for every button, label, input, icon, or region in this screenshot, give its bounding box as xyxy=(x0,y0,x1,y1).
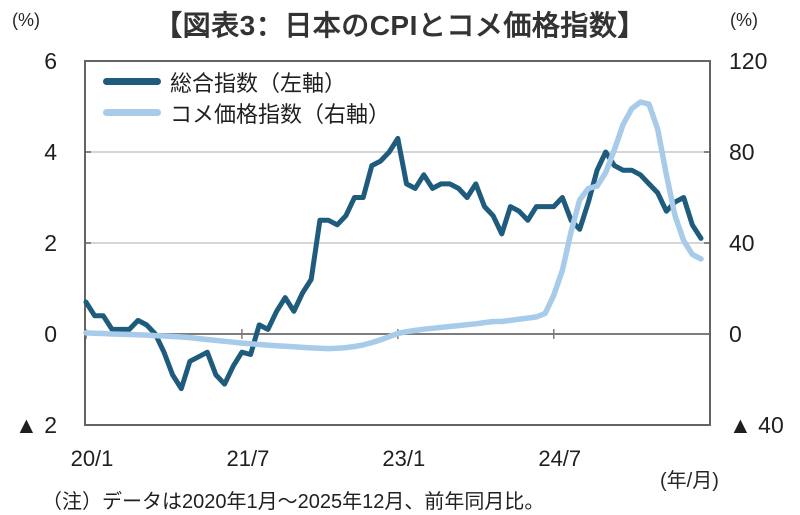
legend-label-cpi: 総合指数（左軸） xyxy=(170,70,347,96)
rice-line-swatch xyxy=(103,109,161,116)
right-axis-tick-labels: 120 80 40 0 ▲ 40 xyxy=(729,48,784,438)
plot-border xyxy=(84,60,711,426)
left-axis-tick-label: 6 xyxy=(44,48,57,74)
left-axis-unit-label: (%) xyxy=(12,10,40,30)
rice-price-line xyxy=(83,99,704,352)
right-axis-tick-label: 0 xyxy=(729,321,742,347)
axis-tick-marks xyxy=(85,151,710,339)
legend-label-rice: コメ価格指数（右軸） xyxy=(170,101,391,127)
x-axis-unit-label: (年/月) xyxy=(660,470,719,492)
legend-item-rice: コメ価格指数（右軸） xyxy=(103,97,390,128)
chart-title: 【図表3：日本のCPIとコメ価格指数】 xyxy=(154,10,646,41)
x-axis-tick-label: 20/1 xyxy=(71,446,114,471)
x-axis-tick-label: 24/7 xyxy=(538,446,581,471)
right-axis-tick-label: 40 xyxy=(729,230,755,256)
legend-item-cpi: 総合指数（左軸） xyxy=(103,66,390,97)
legend: 総合指数（左軸） コメ価格指数（右軸） xyxy=(103,66,390,128)
x-axis-tick-label: 23/1 xyxy=(382,446,425,471)
x-axis-tick-label: 21/7 xyxy=(227,446,270,471)
left-axis-tick-label: 2 xyxy=(44,230,57,256)
left-axis-tick-label: ▲ 2 xyxy=(15,412,57,438)
left-axis-tick-label: 0 xyxy=(44,321,57,347)
data-series-lines xyxy=(83,99,704,392)
right-axis-tick-label: 80 xyxy=(729,139,755,165)
right-axis-tick-label: 120 xyxy=(729,48,767,74)
left-axis-tick-label: 4 xyxy=(44,139,57,165)
cpi-line xyxy=(83,135,704,392)
footnote: （注）データは2020年1月～2025年12月、前年同月比。 xyxy=(42,491,545,513)
right-axis-tick-label: ▲ 40 xyxy=(729,412,784,438)
x-axis-tick-labels: 20/1 21/7 23/1 24/7 xyxy=(71,446,582,471)
left-axis-tick-labels: 6 4 2 0 ▲ 2 xyxy=(15,48,57,438)
right-axis-unit-label: (%) xyxy=(730,10,758,30)
cpi-line-swatch xyxy=(103,78,161,85)
